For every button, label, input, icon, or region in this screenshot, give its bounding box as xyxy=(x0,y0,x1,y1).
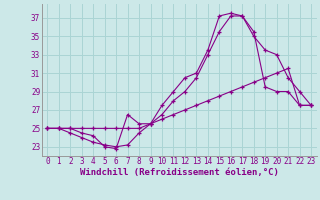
X-axis label: Windchill (Refroidissement éolien,°C): Windchill (Refroidissement éolien,°C) xyxy=(80,168,279,177)
